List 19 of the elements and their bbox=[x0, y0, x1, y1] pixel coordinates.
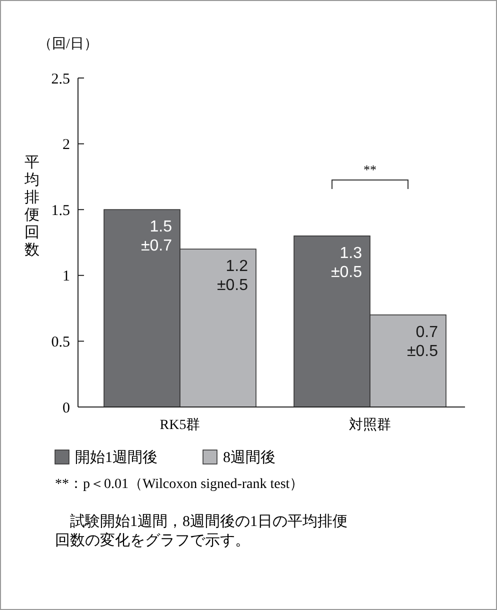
y-tick-label: 1 bbox=[62, 268, 70, 285]
y-tick-label: 0 bbox=[62, 400, 70, 416]
y-axis-title: 平均排便回数 bbox=[24, 155, 40, 258]
y-tick-label: 1.5 bbox=[51, 202, 70, 219]
data-label: 1.5 ±0.7 bbox=[140, 218, 172, 255]
annotation: ** bbox=[364, 162, 376, 177]
legend-label: 開始1週間後 bbox=[75, 449, 158, 466]
legend-label: 8週間後 bbox=[223, 449, 276, 466]
data-label: 1.3 ±0.5 bbox=[330, 244, 362, 281]
text: （回/日） bbox=[38, 37, 98, 52]
y-tick-label: 0.5 bbox=[51, 334, 70, 350]
y-tick-label: 2 bbox=[62, 137, 70, 154]
text: 試験開始1週間，8週間後の1日の平均排便回数の変化をグラフで示す。 bbox=[55, 513, 348, 549]
x-tick-label: 対照群 bbox=[349, 417, 391, 433]
x-tick-label: RK5群 bbox=[160, 417, 200, 433]
y-tick-label: 2.5 bbox=[51, 71, 70, 88]
data-label: 0.7 ±0.5 bbox=[406, 324, 438, 360]
text: **：p＜0.01（Wilcoxon signed-rank test） bbox=[55, 477, 304, 492]
data-label: 1.2 ±0.5 bbox=[216, 258, 248, 294]
